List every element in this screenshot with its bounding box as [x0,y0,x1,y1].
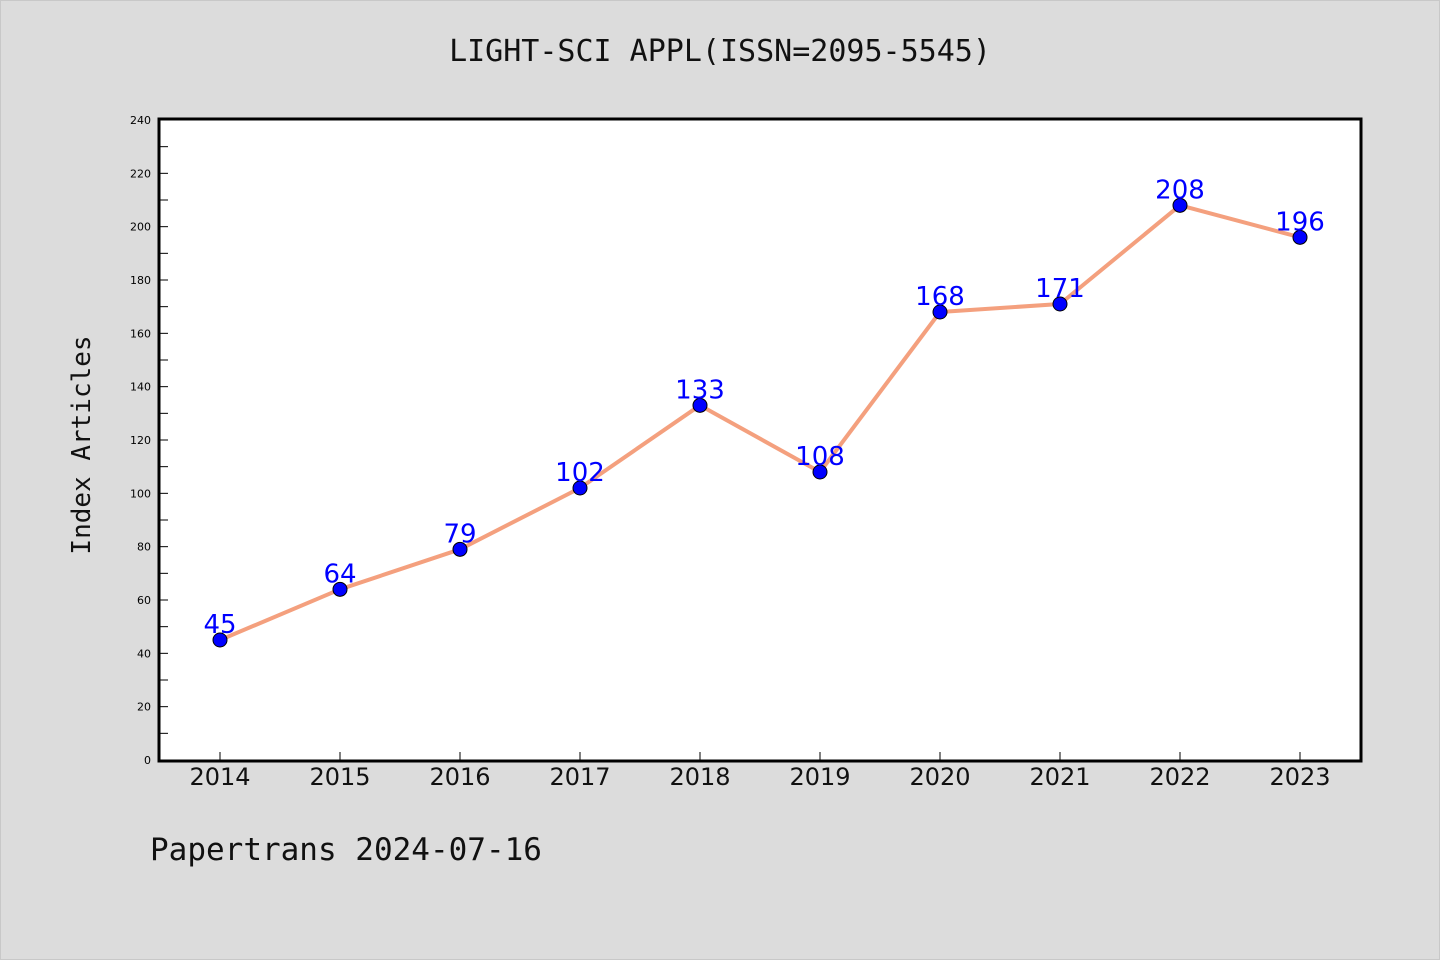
data-point [932,304,948,320]
data-label: 45 [203,610,236,640]
series-line [219,203,1301,642]
y-tick-label: 240 [130,114,151,127]
data-label: 133 [675,375,725,405]
x-tick-label: 2016 [429,763,490,791]
y-tick-label: 20 [137,701,151,714]
data-label: 64 [323,559,356,589]
x-tick-label: 2015 [309,763,370,791]
y-tick-label: 160 [130,327,151,340]
data-point [1172,197,1188,213]
x-tick-label: 2023 [1269,763,1330,791]
y-tick-label: 80 [137,541,151,554]
x-tick-label: 2022 [1149,763,1210,791]
y-tick-label: 60 [137,594,151,607]
data-point [692,397,708,413]
data-label: 102 [555,458,605,488]
x-axis: 2014 2015 2016 2017 2018 2019 2020 2021 2022 2023 [189,752,1331,791]
y-tick-label: 120 [130,434,151,447]
y-tick-label: 140 [130,381,151,394]
data-point [1052,296,1068,312]
y-tick-label: 200 [130,221,151,234]
x-tick-label: 2018 [669,763,730,791]
data-label: 79 [443,519,476,549]
data-label: 196 [1275,207,1325,237]
y-tick-label: 100 [130,487,151,500]
x-tick-label: 2019 [789,763,850,791]
data-label: 171 [1035,274,1085,304]
data-label: 168 [915,282,965,312]
y-tick-label: 220 [130,167,151,180]
y-axis-label: Index Articles [67,335,97,554]
data-point [212,632,228,648]
x-tick-label: 2021 [1029,763,1090,791]
footer-text: Papertrans 2024-07-16 [150,832,542,868]
x-tick-label: 2014 [189,763,250,791]
data-point [572,480,588,496]
series-index-articles: 45 64 79 102 133 108 168 171 208 196 [203,175,1325,648]
data-label: 108 [795,442,845,472]
data-label: 208 [1155,175,1205,205]
y-tick-label: 40 [137,647,151,660]
chart-title: LIGHT-SCI APPL(ISSN=2095-5545) [449,34,991,69]
data-point [332,581,348,597]
y-tick-label: 180 [130,274,151,287]
y-tick-label: 0 [144,754,151,767]
x-tick-label: 2017 [549,763,610,791]
data-point [812,464,828,480]
data-point [452,541,468,557]
data-point [1292,229,1308,245]
x-tick-label: 2020 [909,763,970,791]
y-axis: 0 20 40 60 80 100 120 140 160 180 200 220 240 [130,114,168,767]
